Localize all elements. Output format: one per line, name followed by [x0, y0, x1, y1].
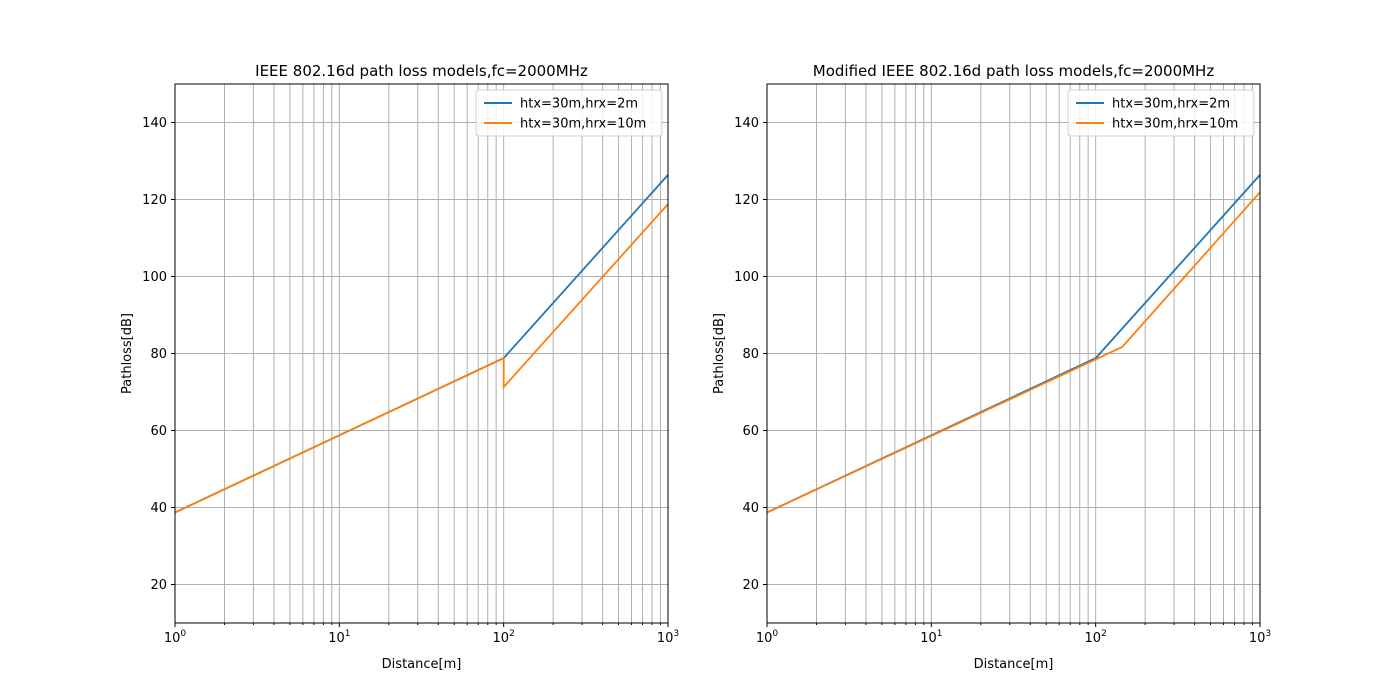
y-tick-label: 120 [142, 193, 167, 208]
y-tick-label: 80 [150, 347, 167, 362]
legend-label: htx=30m,hrx=2m [520, 97, 638, 112]
chart-title: Modified IEEE 802.16d path loss models,f… [813, 62, 1215, 80]
y-tick-label: 100 [734, 270, 759, 285]
x-axis-label: Distance[m] [382, 657, 462, 672]
y-tick-label: 20 [742, 578, 759, 593]
chart-panel-1: 20 40 60 80 100 120 140 100 101 102 103 IEEE 802.16… [120, 62, 679, 672]
y-tick-label: 140 [142, 116, 167, 131]
legend: htx=30m,hrx=2m htx=30m,hrx=10m [475, 89, 663, 137]
x-axis-label: Distance[m] [974, 657, 1054, 672]
legend-label: htx=30m,hrx=10m [1112, 117, 1238, 132]
y-tick-label: 40 [742, 501, 759, 516]
y-tick-label: 60 [742, 424, 759, 439]
x-tick-label: 100 [756, 629, 779, 646]
y-tick-label: 140 [734, 116, 759, 131]
y-tick-label: 80 [742, 347, 759, 362]
x-tick-label: 102 [493, 629, 515, 646]
y-tick-label: 120 [734, 193, 759, 208]
grid [767, 84, 1260, 623]
x-tick-label: 100 [164, 629, 187, 646]
y-tick-label: 20 [150, 578, 167, 593]
grid [175, 84, 668, 623]
y-tick-label: 100 [142, 270, 167, 285]
y-tick-label: 60 [150, 424, 167, 439]
y-axis-label: Pathloss[dB] [120, 313, 135, 394]
x-tick-label: 101 [328, 629, 350, 646]
series-line-1 [766, 174, 1261, 514]
legend-label: htx=30m,hrx=2m [1112, 97, 1230, 112]
x-tick-label: 102 [1085, 629, 1107, 646]
series-line-2 [174, 203, 669, 514]
x-tick-label: 101 [920, 629, 942, 646]
x-tick-label: 103 [1249, 629, 1271, 646]
legend-label: htx=30m,hrx=10m [520, 117, 646, 132]
chart-title: IEEE 802.16d path loss models,fc=2000MHz [255, 62, 588, 80]
chart-panel-2: 20 40 60 80 100 120 140 100 101 102 103 Modified IE… [712, 62, 1271, 672]
y-tick-label: 40 [150, 501, 167, 516]
legend: htx=30m,hrx=2m htx=30m,hrx=10m [1067, 89, 1255, 137]
x-tick-label: 103 [657, 629, 679, 646]
series-line-2 [766, 191, 1261, 514]
y-axis-label: Pathloss[dB] [712, 313, 727, 394]
series-line-1 [174, 174, 669, 514]
